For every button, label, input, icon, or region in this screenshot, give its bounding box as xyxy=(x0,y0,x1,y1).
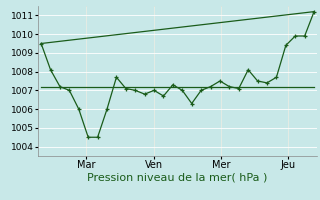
X-axis label: Pression niveau de la mer( hPa ): Pression niveau de la mer( hPa ) xyxy=(87,173,268,183)
